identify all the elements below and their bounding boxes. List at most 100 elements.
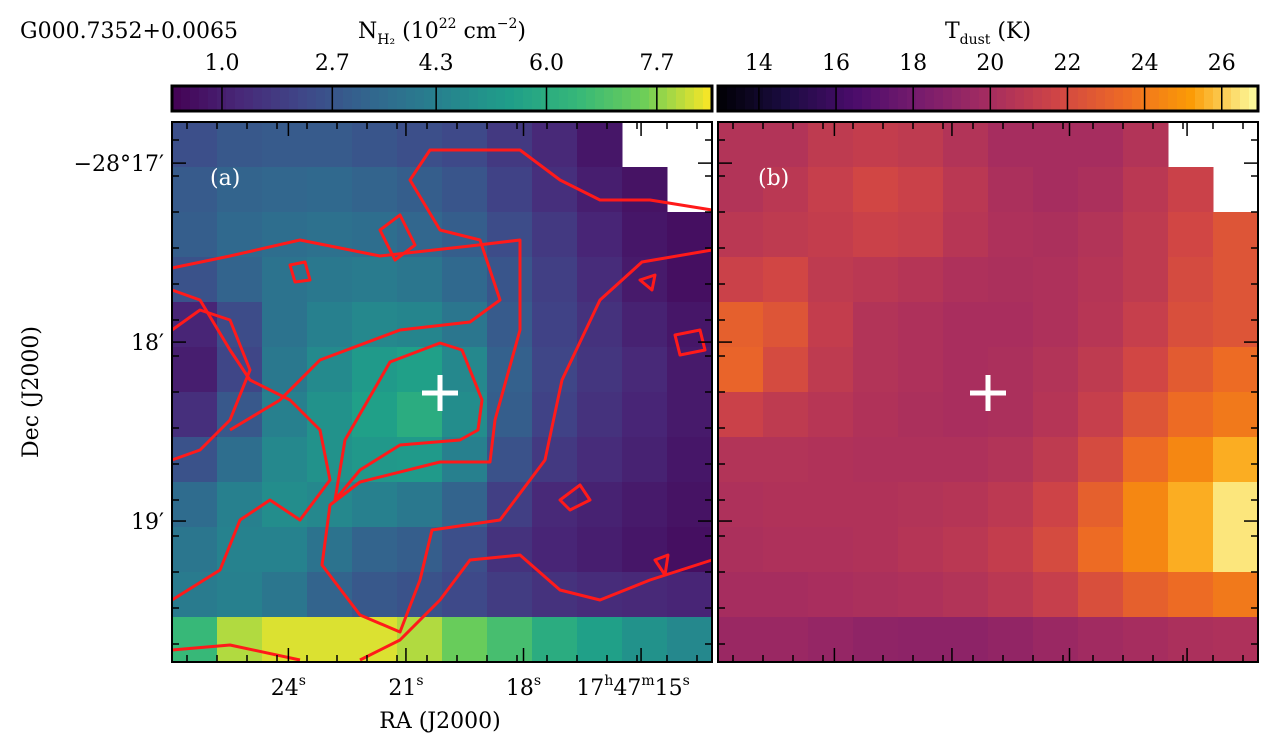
colorbar-tick-label: 26	[1208, 51, 1236, 76]
map-cell	[1078, 347, 1124, 393]
colorbar-segment	[871, 86, 881, 111]
map-cell	[718, 167, 764, 213]
map-cell	[1033, 527, 1079, 573]
y-tick-label: 19′	[131, 510, 164, 535]
colorbar-segment	[451, 86, 461, 111]
label-part: )	[517, 19, 526, 44]
map-cell	[718, 302, 764, 348]
map-cell	[1213, 392, 1259, 438]
map-cell	[622, 482, 668, 528]
colorbar-segment	[469, 86, 479, 111]
map-cell	[397, 257, 443, 303]
colorbar-segment	[1042, 86, 1052, 111]
map-cell	[577, 212, 623, 258]
colorbar-segment	[1204, 86, 1214, 111]
map-cell	[898, 392, 944, 438]
map-cell	[1213, 347, 1259, 393]
map-cell	[1078, 302, 1124, 348]
colorbar-segment	[433, 86, 443, 111]
colorbar-tick-label: 4.3	[419, 51, 454, 76]
map-cell	[487, 302, 533, 348]
map-cell	[217, 617, 263, 663]
map-cell	[352, 257, 398, 303]
colorbar-segment	[1123, 86, 1133, 111]
map-cell	[718, 212, 764, 258]
map-cell	[943, 347, 989, 393]
colorbar-segment	[559, 86, 569, 111]
contour	[171, 288, 332, 602]
map-cell	[262, 527, 308, 573]
colorbar-segment	[772, 86, 782, 111]
map-cell	[532, 527, 578, 573]
map-cell	[487, 527, 533, 573]
colorbar-segment	[595, 86, 605, 111]
map-cell	[898, 347, 944, 393]
map-cell	[718, 392, 764, 438]
map-cell	[307, 167, 353, 213]
colorbar-tick-label: 1.0	[204, 51, 239, 76]
map-cell	[217, 572, 263, 618]
colorbar-segment	[979, 86, 989, 111]
map-cell	[487, 572, 533, 618]
map-cell	[1168, 572, 1214, 618]
colorbar-segment	[1006, 86, 1016, 111]
colorbar-tick-label: 7.7	[639, 51, 674, 76]
map-cell	[808, 617, 854, 663]
source-cross	[422, 375, 458, 411]
map-cell	[172, 527, 218, 573]
label: NH₂ (1022 cm−2)	[358, 16, 526, 48]
colorbar-segment	[631, 86, 641, 111]
map-cell	[532, 122, 578, 168]
colorbar-segment	[514, 86, 524, 111]
map-cell	[1078, 572, 1124, 618]
colorbar-segment	[280, 86, 290, 111]
colorbar-frame	[170, 84, 714, 113]
panel-label: (a)	[210, 166, 240, 191]
map-cell	[172, 212, 218, 258]
colorbar-segment	[703, 86, 713, 111]
map-cell	[217, 527, 263, 573]
colorbar-segment	[1213, 86, 1223, 111]
map-cell	[898, 122, 944, 168]
map-cell	[622, 437, 668, 483]
map-cell	[763, 527, 809, 573]
colorbar-frame	[716, 84, 1260, 113]
map-cell	[1033, 302, 1079, 348]
map-cell	[307, 527, 353, 573]
colorbar-segment	[889, 86, 899, 111]
map-cell	[622, 302, 668, 348]
map-cell	[898, 572, 944, 618]
map-cell	[487, 167, 533, 213]
map-cell	[172, 437, 218, 483]
colorbar-segment	[190, 86, 200, 111]
colorbar-segment	[415, 86, 425, 111]
map-cell	[577, 302, 623, 348]
colorbar-tick-label: 16	[822, 51, 850, 76]
map-cell	[577, 257, 623, 303]
map-cell	[988, 392, 1034, 438]
map-cell	[442, 122, 488, 168]
map-cell	[442, 167, 488, 213]
map-cell	[988, 212, 1034, 258]
map-cell	[307, 122, 353, 168]
map-cell	[667, 257, 713, 303]
colorbar-segment	[1096, 86, 1106, 111]
map-cell	[262, 167, 308, 213]
colorbar-segment	[361, 86, 371, 111]
map-cell	[1123, 482, 1169, 528]
map-cell	[667, 347, 713, 393]
map-cell	[442, 572, 488, 618]
map-cell	[763, 302, 809, 348]
map-cell	[1123, 257, 1169, 303]
colorbar-segment	[172, 86, 182, 111]
map-cell	[1123, 347, 1169, 393]
label-part: −2	[497, 16, 518, 32]
map-cell	[1123, 212, 1169, 258]
map-cell	[1213, 572, 1259, 618]
map-cell	[172, 392, 218, 438]
map-cell	[577, 392, 623, 438]
colorbar-segment	[442, 86, 452, 111]
map-cell	[577, 167, 623, 213]
map-cell	[1123, 437, 1169, 483]
map-cell	[1168, 257, 1214, 303]
